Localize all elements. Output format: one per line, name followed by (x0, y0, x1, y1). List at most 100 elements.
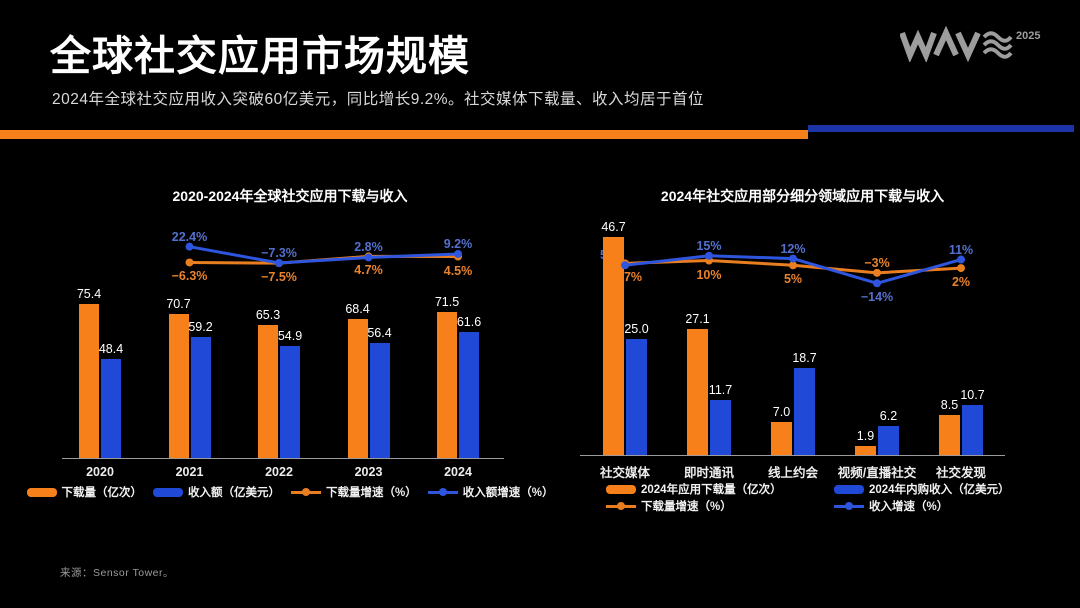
legend-bar-swatch-orange-icon (26, 487, 57, 497)
bar-value-label: 56.4 (367, 326, 392, 341)
line-dot-orange (789, 261, 797, 270)
bar-value-label: 1.9 (856, 429, 875, 444)
growth-label-orange: 10% (696, 267, 722, 282)
line-dot-blue (275, 259, 283, 268)
legend-line-dot-icon (438, 488, 447, 496)
line-dot-orange (275, 259, 283, 268)
growth-label-blue: −14% (860, 290, 894, 305)
line-dot-blue (454, 249, 462, 258)
bar-value-label: 59.2 (188, 320, 213, 335)
line-blue (189, 245, 459, 265)
category-label: 线上约会 (767, 466, 818, 480)
bar-value-label: 75.4 (76, 287, 102, 302)
divider-orange (0, 130, 808, 139)
growth-label-blue: 11% (948, 242, 974, 257)
category-label: 2023 (354, 465, 383, 479)
x-axis-line (580, 455, 1005, 456)
line-dot-blue (789, 254, 797, 263)
page-title: 全球社交应用市场规模 (50, 33, 470, 79)
legend-line-swatch-blue-icon (427, 488, 458, 496)
bar-blue-即时通讯 (710, 400, 731, 455)
category-label: 社交媒体 (599, 466, 650, 480)
chart-downloads-revenue-by-year: 2020-2024年全球社交应用下载与收入 75.4 70.7 65.3 68.4 71… (26, 180, 553, 535)
legend-item: 下载量增速（%） (291, 484, 417, 500)
divider-blue (808, 125, 1074, 132)
line-dot-blue (873, 279, 881, 288)
line-orange (189, 254, 459, 265)
bar-value-label: 46.7 (601, 220, 626, 235)
legend-label: 下载量增速（%） (326, 487, 417, 499)
legend-label: 收入增速（%） (869, 501, 949, 513)
bar-value-label: 25.0 (624, 321, 649, 336)
legend-line-swatch-orange-icon (606, 502, 636, 510)
legend-label: 2024年应用下载量（亿次） (641, 484, 782, 496)
legend-item: 收入增速（%） (834, 498, 948, 514)
bar-orange-2023 (347, 318, 368, 458)
line-dot-orange (454, 252, 462, 261)
bar-blue-2022 (280, 346, 300, 458)
bar-orange-2024 (437, 312, 457, 458)
chart-title: 2024年社交应用部分细分领域应用下载与收入 (660, 188, 945, 204)
bar-value-label: 48.4 (98, 342, 124, 357)
legend-line-dot-icon (617, 502, 625, 510)
legend-item: 2024年内购收入（亿美元） (834, 481, 1010, 497)
growth-label-orange: 2% (951, 275, 971, 290)
growth-label-orange: 4.5% (443, 263, 473, 278)
bar-value-label: 65.3 (255, 307, 281, 322)
bar-orange-社交发现 (939, 415, 960, 455)
line-orange (624, 258, 962, 275)
source-text: 来源：Sensor Tower。 (60, 567, 175, 579)
legend-item: 下载量（亿次） (26, 484, 143, 500)
page-subtitle: 2024年全球社交应用收入突破60亿美元，同比增长9.2%。社交媒体下载量、收入… (52, 91, 705, 108)
bar-blue-社交媒体 (626, 338, 647, 455)
bar-blue-2024 (459, 332, 479, 458)
bar-orange-视频/直播社交 (855, 446, 876, 455)
bar-orange-线上约会 (771, 422, 792, 455)
line-dot-blue (705, 251, 713, 260)
bar-blue-线上约会 (794, 367, 815, 455)
bar-blue-2023 (369, 343, 390, 458)
growth-label-orange: 4.7% (354, 263, 383, 278)
bar-blue-2021 (190, 337, 211, 458)
bar-value-label: 18.7 (792, 350, 817, 365)
bar-value-label: 27.1 (685, 311, 710, 326)
bar-orange-社交媒体 (603, 237, 624, 455)
bar-value-label: 8.5 (940, 398, 959, 413)
bar-value-label: 10.7 (960, 388, 985, 403)
growth-label-orange: −3% (864, 255, 890, 270)
x-axis-line (62, 458, 504, 459)
logo-year: 2025 (1016, 30, 1040, 42)
line-dot-blue (185, 242, 194, 251)
bar-value-label: 71.5 (434, 295, 460, 310)
category-label: 2020 (86, 465, 114, 479)
legend-item: 2024年应用下载量（亿次） (606, 481, 782, 497)
growth-label-blue: 15% (696, 238, 722, 253)
growth-label-orange: −7.5% (261, 270, 297, 285)
legend-item: 收入额（亿美元） (153, 484, 280, 500)
legend-item: 下载量增速（%） (606, 498, 732, 514)
growth-label-blue: 2.8% (354, 240, 383, 255)
bar-value-label: 54.9 (277, 329, 303, 344)
legend-label: 2024年内购收入（亿美元） (869, 484, 1010, 496)
legend-label: 下载量增速（%） (641, 501, 732, 513)
chart-title: 2020-2024年全球社交应用下载与收入 (172, 188, 408, 204)
legend-label: 收入额（亿美元） (188, 487, 281, 499)
line-dot-orange (873, 268, 881, 277)
legend-label: 下载量（亿次） (61, 487, 143, 499)
bar-blue-2020 (101, 359, 121, 458)
category-label: 即时通讯 (683, 466, 734, 480)
category-label: 视频/直播社交 (837, 466, 917, 480)
category-label: 2022 (265, 465, 293, 479)
line-dot-orange (705, 256, 713, 265)
bar-blue-视频/直播社交 (878, 426, 899, 455)
legend-label: 收入额增速（%） (462, 487, 554, 499)
growth-label-blue: −7.3% (261, 246, 297, 260)
line-dot-orange (957, 264, 965, 273)
legend: 下载量（亿次） 收入额（亿美元） 下载量增速（%） 收入额增速（%） (26, 484, 553, 500)
bar-orange-2022 (258, 324, 278, 458)
legend-line-dot-icon (845, 502, 853, 510)
line-dot-blue (364, 253, 373, 262)
growth-label-orange: −6.3% (171, 269, 208, 284)
legend-bar-swatch-orange-icon (606, 484, 636, 494)
